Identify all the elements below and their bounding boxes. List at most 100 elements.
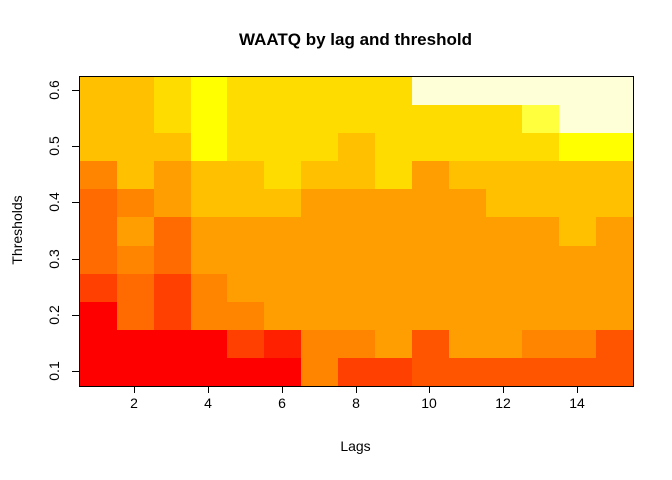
heatmap-cell	[80, 274, 117, 302]
heatmap-cell	[227, 217, 264, 246]
heatmap-cell	[264, 274, 301, 302]
heatmap-cell	[412, 133, 449, 161]
heatmap-cell	[191, 358, 227, 386]
y-tick-mark	[72, 202, 79, 203]
heatmap-cell	[191, 217, 227, 246]
heatmap-cell	[375, 302, 412, 330]
heatmap-cell	[264, 358, 301, 386]
heatmap-cell	[301, 274, 338, 302]
heatmap-cell	[191, 133, 227, 161]
heatmap-cell	[301, 217, 338, 246]
heatmap-cell	[264, 189, 301, 217]
heatmap-cell	[191, 302, 227, 330]
heatmap-cell	[154, 161, 191, 189]
x-tick-label: 4	[204, 395, 212, 411]
heatmap-cell	[227, 189, 264, 217]
heatmap-cell	[375, 274, 412, 302]
heatmap-cell	[449, 217, 486, 246]
heatmap-cell	[375, 189, 412, 217]
y-tick-mark	[72, 315, 79, 316]
x-tick-mark	[134, 386, 135, 393]
heatmap-cell	[80, 358, 117, 386]
heatmap-cell	[301, 302, 338, 330]
heatmap-cell	[154, 189, 191, 217]
heatmap-cell	[227, 133, 264, 161]
heatmap-cell	[449, 189, 486, 217]
heatmap-cell	[227, 105, 264, 133]
heatmap-cell	[559, 105, 596, 133]
heatmap-cell	[375, 161, 412, 189]
heatmap-cell	[412, 77, 449, 105]
x-tick-mark	[356, 386, 357, 393]
heatmap-cell	[486, 330, 522, 358]
heatmap-cell	[449, 161, 486, 189]
heatmap-cell	[449, 274, 486, 302]
heatmap-cell	[449, 246, 486, 274]
heatmap-cell	[412, 246, 449, 274]
heatmap-cell	[227, 358, 264, 386]
heatmap-cell	[486, 105, 522, 133]
heatmap-cell	[596, 161, 633, 189]
y-axis-title: Thresholds	[9, 195, 25, 265]
heatmap-cell	[375, 133, 412, 161]
x-tick-label: 14	[569, 395, 585, 411]
heatmap-cell	[338, 246, 375, 274]
x-tick-mark	[429, 386, 430, 393]
heatmap-cell	[596, 217, 633, 246]
heatmap-cell	[301, 161, 338, 189]
heatmap-cell	[522, 246, 559, 274]
heatmap-cell	[264, 161, 301, 189]
heatmap-cell	[596, 77, 633, 105]
y-tick-mark	[72, 371, 79, 372]
heatmap-cell	[338, 133, 375, 161]
heatmap-cell	[117, 330, 154, 358]
heatmap-cell	[80, 302, 117, 330]
heatmap-cell	[191, 77, 227, 105]
heatmap-cell	[264, 217, 301, 246]
y-tick-mark	[72, 146, 79, 147]
heatmap-cell	[301, 133, 338, 161]
heatmap-cell	[559, 330, 596, 358]
heatmap-cell	[412, 274, 449, 302]
heatmap-cell	[559, 189, 596, 217]
heatmap-cell	[486, 77, 522, 105]
heatmap-cell	[338, 274, 375, 302]
x-tick-mark	[208, 386, 209, 393]
heatmap-cell	[154, 217, 191, 246]
x-axis-title: Lags	[340, 438, 371, 454]
heatmap-cell	[117, 274, 154, 302]
heatmap-cell	[375, 246, 412, 274]
x-tick-mark	[282, 386, 283, 393]
heatmap-cell	[80, 217, 117, 246]
heatmap-cell	[522, 77, 559, 105]
heatmap-cell	[596, 246, 633, 274]
heatmap-cell	[486, 274, 522, 302]
heatmap-cell	[596, 358, 633, 386]
heatmap-cell	[486, 189, 522, 217]
heatmap-cell	[154, 133, 191, 161]
y-tick-label: 0.3	[46, 249, 62, 269]
heatmap-cell	[264, 133, 301, 161]
heatmap-cell	[412, 161, 449, 189]
heatmap-cell	[264, 330, 301, 358]
heatmap-cell	[117, 77, 154, 105]
y-tick-label: 0.4	[46, 192, 62, 212]
heatmap-cell	[375, 330, 412, 358]
heatmap-cell	[412, 189, 449, 217]
heatmap-cell	[301, 105, 338, 133]
heatmap-cell	[301, 246, 338, 274]
heatmap-cell	[154, 246, 191, 274]
heatmap-cell	[486, 133, 522, 161]
heatmap-cell	[117, 105, 154, 133]
heatmap-cell	[117, 217, 154, 246]
heatmap-cell	[596, 105, 633, 133]
heatmap-cell	[449, 358, 486, 386]
heatmap-cell	[338, 330, 375, 358]
heatmap-cell	[486, 217, 522, 246]
heatmap-cell	[559, 217, 596, 246]
heatmap-cell	[522, 189, 559, 217]
heatmap-cell	[522, 330, 559, 358]
heatmap-cell	[449, 133, 486, 161]
chart-title: WAATQ by lag and threshold	[239, 30, 472, 49]
heatmap-cell	[191, 330, 227, 358]
